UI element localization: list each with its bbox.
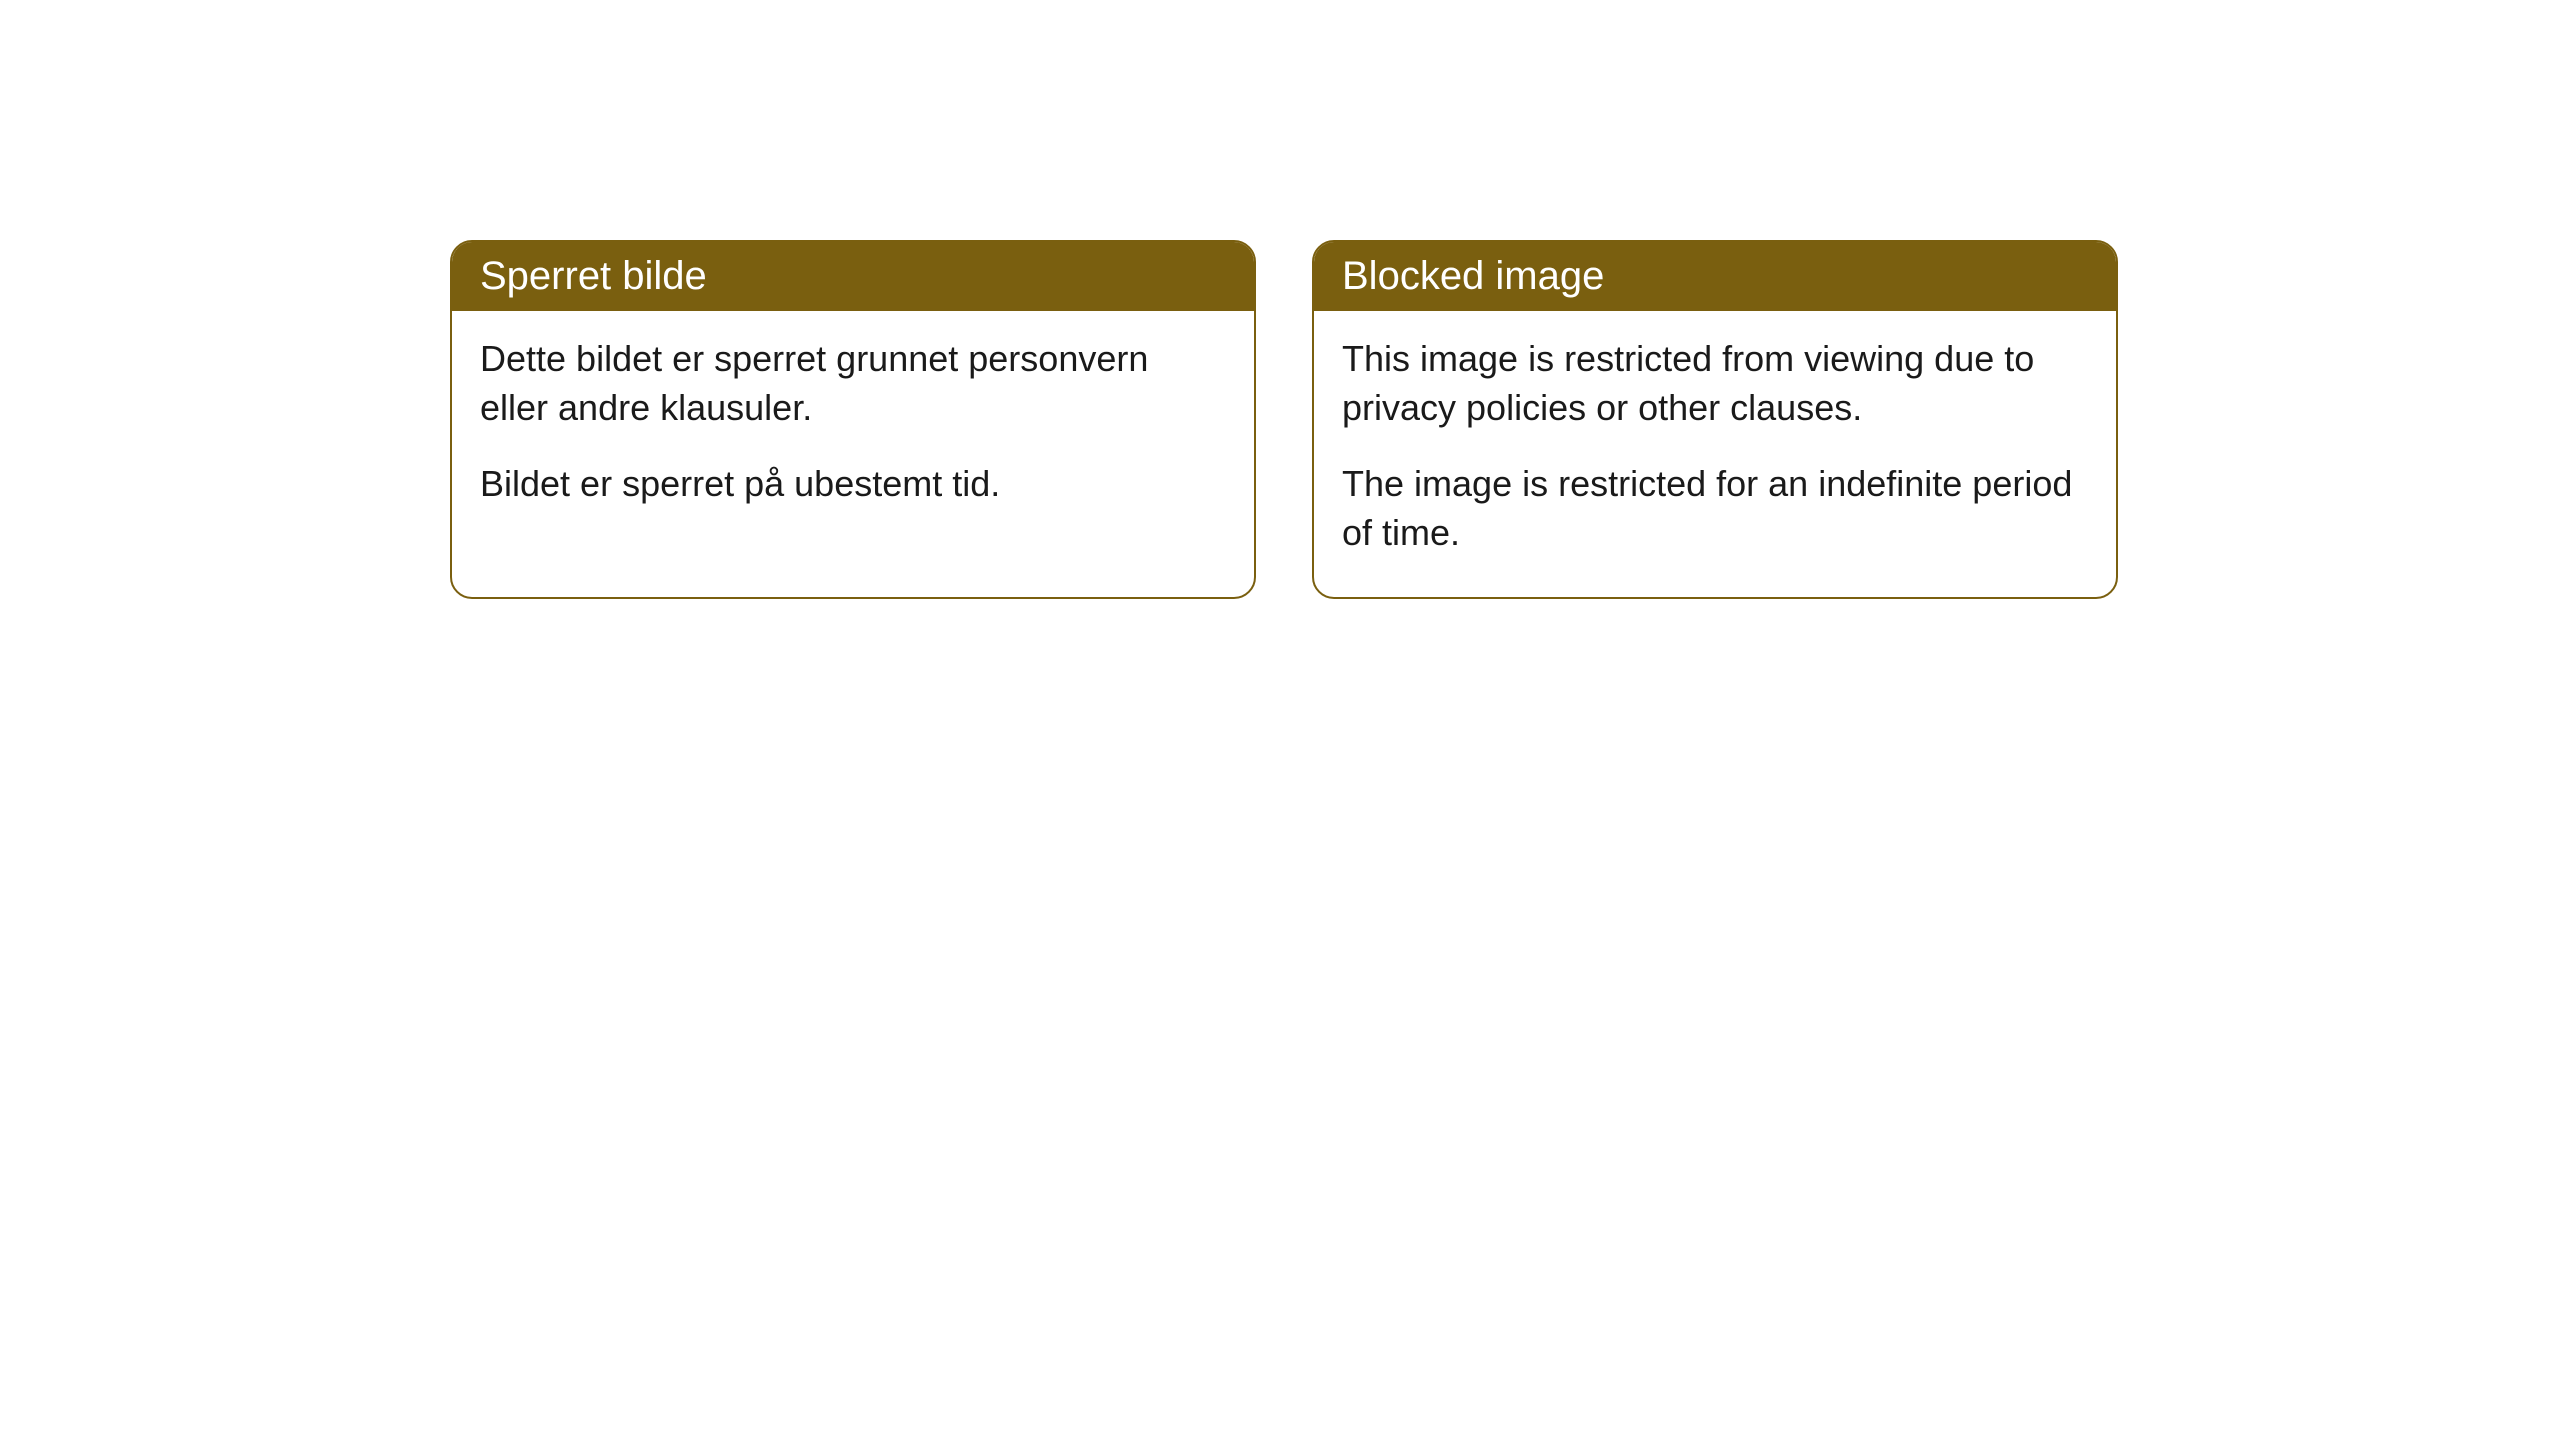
- card-body: Dette bildet er sperret grunnet personve…: [452, 311, 1254, 549]
- card-title: Sperret bilde: [480, 254, 707, 298]
- card-paragraph: Bildet er sperret på ubestemt tid.: [480, 460, 1226, 509]
- card-paragraph: The image is restricted for an indefinit…: [1342, 460, 2088, 557]
- blocked-image-card-english: Blocked image This image is restricted f…: [1312, 240, 2118, 599]
- card-paragraph: Dette bildet er sperret grunnet personve…: [480, 335, 1226, 432]
- card-body: This image is restricted from viewing du…: [1314, 311, 2116, 597]
- card-title: Blocked image: [1342, 254, 1604, 298]
- card-paragraph: This image is restricted from viewing du…: [1342, 335, 2088, 432]
- blocked-image-card-norwegian: Sperret bilde Dette bildet er sperret gr…: [450, 240, 1256, 599]
- card-header: Sperret bilde: [452, 242, 1254, 311]
- notice-cards-container: Sperret bilde Dette bildet er sperret gr…: [0, 0, 2560, 599]
- card-header: Blocked image: [1314, 242, 2116, 311]
